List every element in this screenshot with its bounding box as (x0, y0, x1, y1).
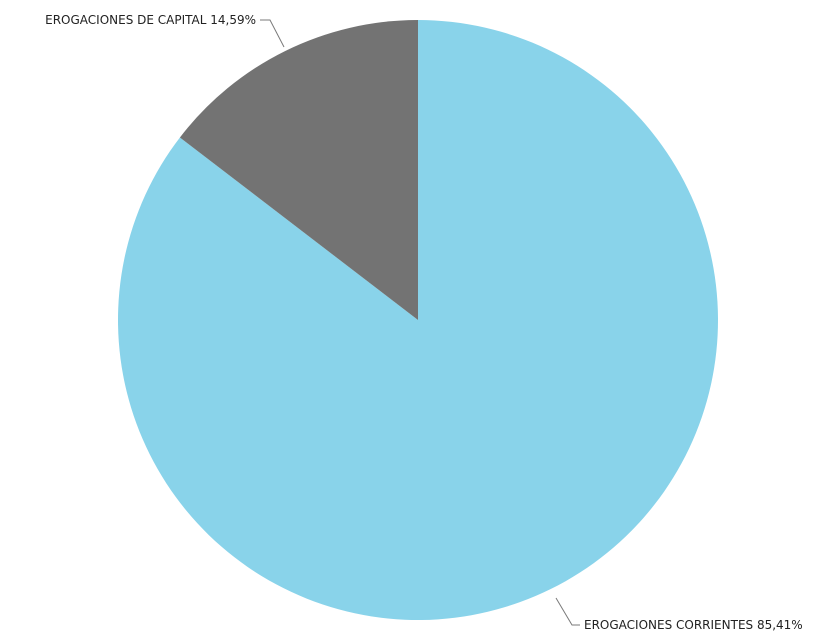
slice-data-label: EROGACIONES CORRIENTES 85,41% (584, 618, 803, 632)
pie-labels: EROGACIONES CORRIENTES 85,41% EROGACIONES… (45, 13, 803, 632)
slice-data-label: EROGACIONES DE CAPITAL 14,59% (45, 13, 256, 27)
leader-line (555, 597, 580, 626)
pie-slices (118, 20, 719, 620)
pie-slice-erogaciones-de-capital[interactable] (179, 20, 418, 320)
leader-line (260, 19, 285, 48)
pie-slice-erogaciones-corrientes[interactable] (118, 20, 719, 620)
